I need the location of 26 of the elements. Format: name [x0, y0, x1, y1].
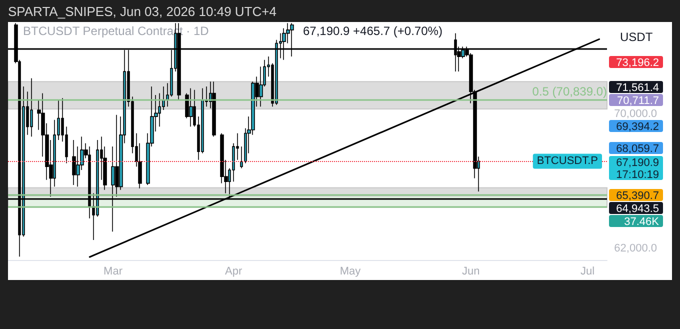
candlestick [240, 146, 243, 169]
text: 65,390.7 [616, 190, 659, 202]
ref-line-label: 0.5 (70,839.0) [532, 84, 608, 99]
x-tick-label: Apr [225, 266, 242, 278]
text: 68,059.7 [616, 143, 659, 155]
text: 73,196.2 [616, 57, 659, 69]
ref-line-label: BTCUSDT.P [536, 155, 598, 168]
x-tick-label: Jul [580, 266, 595, 278]
text: SPARTA_SNIPES, Jun 03, 2026 10:49 UTC+4 [8, 4, 276, 19]
text: 37.46K [624, 216, 660, 228]
text: 64,943.5 [616, 203, 659, 215]
x-tick-label: Mar [104, 266, 123, 278]
text: 67,190.9 17:10:19 [616, 157, 659, 181]
candlestick [212, 81, 216, 138]
y-tick-label: 70,000.0 [614, 108, 657, 120]
chart-subtitle: 67,190.9 +465.7 (+0.70%) [303, 24, 442, 38]
y-tick-label: 62,000.0 [614, 242, 657, 255]
text: 70,711.7 [616, 95, 659, 107]
text: 69,394.2 [616, 121, 659, 133]
candlestick [189, 88, 193, 128]
candlestick [30, 78, 33, 138]
x-tick-label: May [340, 266, 362, 278]
text: 71,561.4 [616, 82, 659, 94]
candlestick [72, 140, 76, 186]
x-tick-label: Jun [462, 266, 480, 278]
y-axis-title: USDT [620, 30, 654, 44]
